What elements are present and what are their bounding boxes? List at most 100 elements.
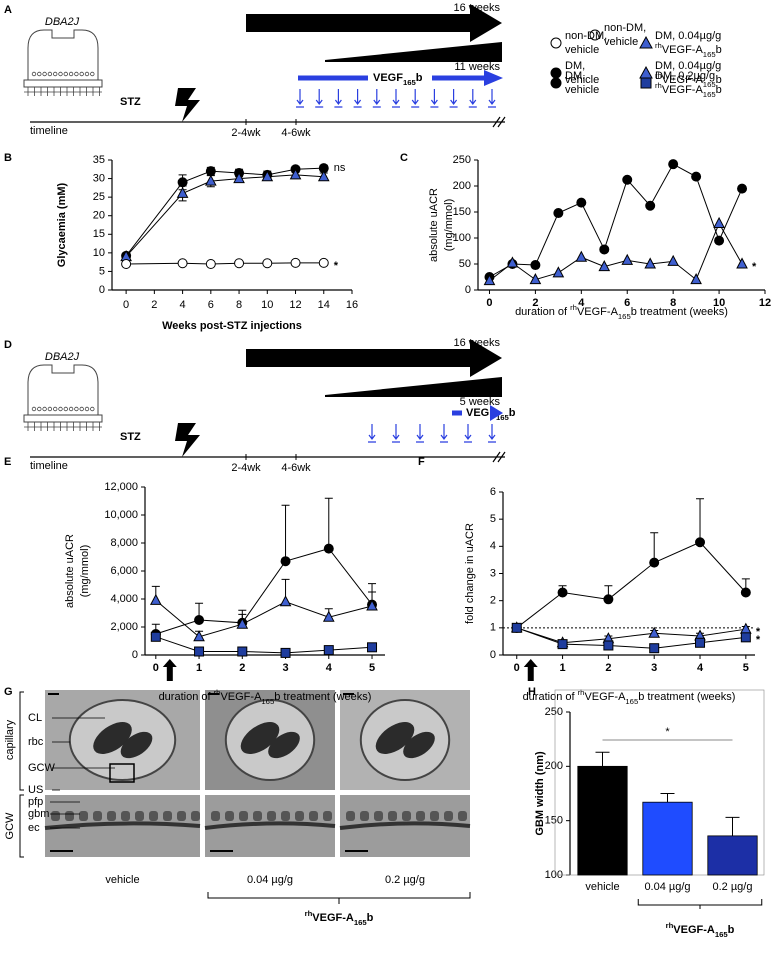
legend-text: DM, 0.04µg/g	[655, 30, 721, 42]
x-axis-label: Weeks post-STZ injections	[162, 320, 302, 332]
foot-process	[323, 811, 332, 821]
y-axis-label: absolute uACR	[428, 188, 440, 262]
text-part: rh	[655, 71, 662, 80]
cage-icon	[84, 406, 90, 412]
x-axis-label: duration of rhVEGF-A165b treatment (week…	[523, 688, 736, 706]
text-part: 165	[496, 413, 510, 422]
text-part: VEGF-A	[220, 691, 262, 703]
red-cell	[403, 731, 435, 759]
marker	[690, 273, 702, 285]
time-mark: 4-6wk	[281, 127, 311, 139]
significance-label: *	[665, 726, 670, 738]
marker	[576, 197, 587, 208]
marker	[599, 244, 610, 255]
timeline-label: timeline	[30, 460, 68, 472]
injection-arrow	[296, 89, 304, 108]
marker	[205, 166, 216, 177]
foot-process	[163, 811, 172, 821]
text-part: duration of	[523, 691, 578, 703]
y-tick-label: 1	[490, 622, 496, 634]
x-tick-label: 3	[282, 662, 288, 674]
strain: DBA2J	[45, 351, 80, 363]
cage-icon	[79, 71, 84, 77]
marker	[622, 174, 633, 185]
marker	[279, 595, 292, 607]
legend-text: DM, 0.04µg/g	[655, 60, 721, 72]
time-mark: 2-4wk	[231, 462, 261, 474]
error-bar	[660, 793, 675, 803]
stz-label: STZ	[120, 96, 141, 108]
y-axis-label: (mg/mmol)	[79, 545, 91, 598]
marker	[289, 168, 302, 180]
x-tick-label: 4	[326, 662, 333, 674]
x-tick-label: 12	[289, 299, 301, 311]
marker	[668, 159, 679, 170]
treatment-duration: 5 weeks	[460, 396, 501, 408]
error-bar	[595, 751, 610, 767]
legend-text: vehicle	[604, 36, 638, 48]
text-part: vehicle	[604, 36, 638, 48]
text-part: 165	[261, 697, 274, 706]
treatment-duration: 11 weeks	[454, 61, 500, 73]
condition-label: 0.2 µg/g	[385, 874, 425, 886]
legend-text: vehicle	[565, 44, 599, 56]
marker	[194, 646, 205, 657]
foot-process	[239, 811, 248, 821]
y-tick-label: 4	[490, 540, 496, 552]
text-part: VEGF	[466, 407, 496, 419]
albuminuria-wedge	[325, 42, 502, 62]
text-part: DM, 0.2µg/g	[655, 70, 715, 82]
x-tick-label: 5	[743, 662, 749, 674]
marker	[323, 543, 334, 554]
legend-text: rhVEGF-A165b	[655, 41, 722, 59]
injection-arrow	[468, 89, 477, 108]
error-bar	[281, 504, 290, 562]
marker	[506, 256, 519, 268]
x-tick-label: 16	[346, 299, 358, 311]
y-tick-label: 150	[545, 815, 563, 827]
x-tick-label: vehicle	[585, 881, 619, 893]
panel-letter: D	[4, 339, 12, 351]
injection-arrow	[334, 89, 343, 108]
x-tick-label: 4	[180, 299, 186, 311]
x-tick-label: 3	[651, 662, 657, 674]
red-cell	[268, 731, 300, 759]
treatment-label: VEGF165b	[466, 407, 516, 422]
y-tick-label: 4,000	[110, 593, 138, 605]
text-part: rh	[655, 81, 662, 90]
foot-process	[430, 811, 439, 821]
marker	[322, 610, 335, 622]
marker	[553, 208, 564, 219]
x-tick-label: 0	[153, 662, 159, 674]
albuminuria-label: albuminuria	[441, 382, 499, 394]
foot-process	[281, 811, 290, 821]
text-part: VEGF-A	[662, 84, 704, 96]
cage-icon	[84, 71, 90, 77]
text-part: rh	[214, 688, 221, 697]
marker	[644, 257, 657, 269]
marker	[483, 274, 496, 286]
albuminuria-label: albuminuria	[441, 47, 499, 59]
annotation: *	[756, 626, 761, 638]
injection-arrow	[411, 89, 420, 108]
text-part: duration of	[159, 691, 214, 703]
cage-icon	[58, 406, 63, 412]
x-tick-label: 6	[624, 297, 630, 309]
cage-icon	[63, 71, 68, 77]
x-tick-label: 1	[196, 662, 202, 674]
panel-letter: F	[418, 456, 425, 468]
cage-icon	[47, 71, 53, 77]
structure-label: US	[28, 784, 43, 796]
y-tick-label: 6,000	[110, 565, 138, 577]
text-part: vehicle	[565, 84, 599, 96]
row-bracket	[19, 691, 24, 858]
y-tick-label: 0	[490, 649, 496, 661]
foot-process	[135, 811, 144, 821]
legend-text: rhVEGF-A165b	[655, 71, 722, 89]
marker	[233, 171, 245, 184]
foot-process	[346, 811, 355, 821]
foot-process	[191, 811, 200, 821]
row-label: capillary	[4, 719, 16, 760]
panel-letter: E	[4, 456, 11, 468]
